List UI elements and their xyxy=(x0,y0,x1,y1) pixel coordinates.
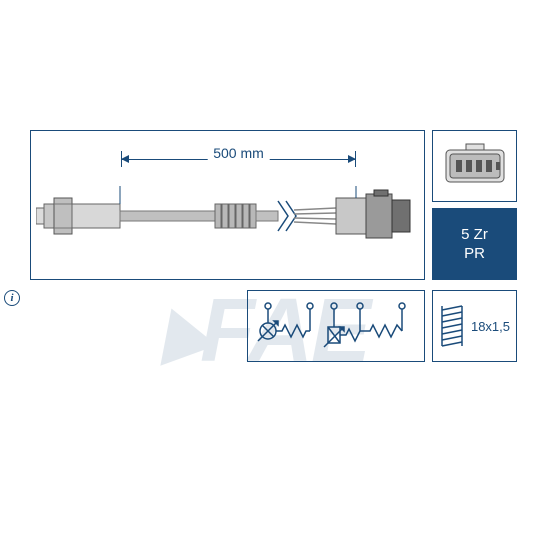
main-drawing-box: 500 mm xyxy=(30,130,425,280)
sensor-drawing xyxy=(36,186,421,246)
wiring-schematic-box xyxy=(247,290,425,362)
diagram-canvas: FAE 500 mm xyxy=(30,130,520,430)
wiring-schematic-icon xyxy=(252,297,420,355)
thread-spec-box: 18x1,5 xyxy=(432,290,517,362)
dimension-line: 500 mm xyxy=(121,149,356,169)
thread-icon xyxy=(439,304,465,348)
connector-face-icon xyxy=(440,142,510,190)
info-icon[interactable]: i xyxy=(4,290,20,306)
connector-pinout-box xyxy=(432,130,517,202)
length-dimension: 500 mm xyxy=(207,145,270,161)
spec-box: 5 Zr PR xyxy=(432,208,517,280)
spec-line2: PR xyxy=(464,244,485,264)
thread-value: 18x1,5 xyxy=(471,319,510,334)
spec-line1: 5 Zr xyxy=(461,225,488,245)
